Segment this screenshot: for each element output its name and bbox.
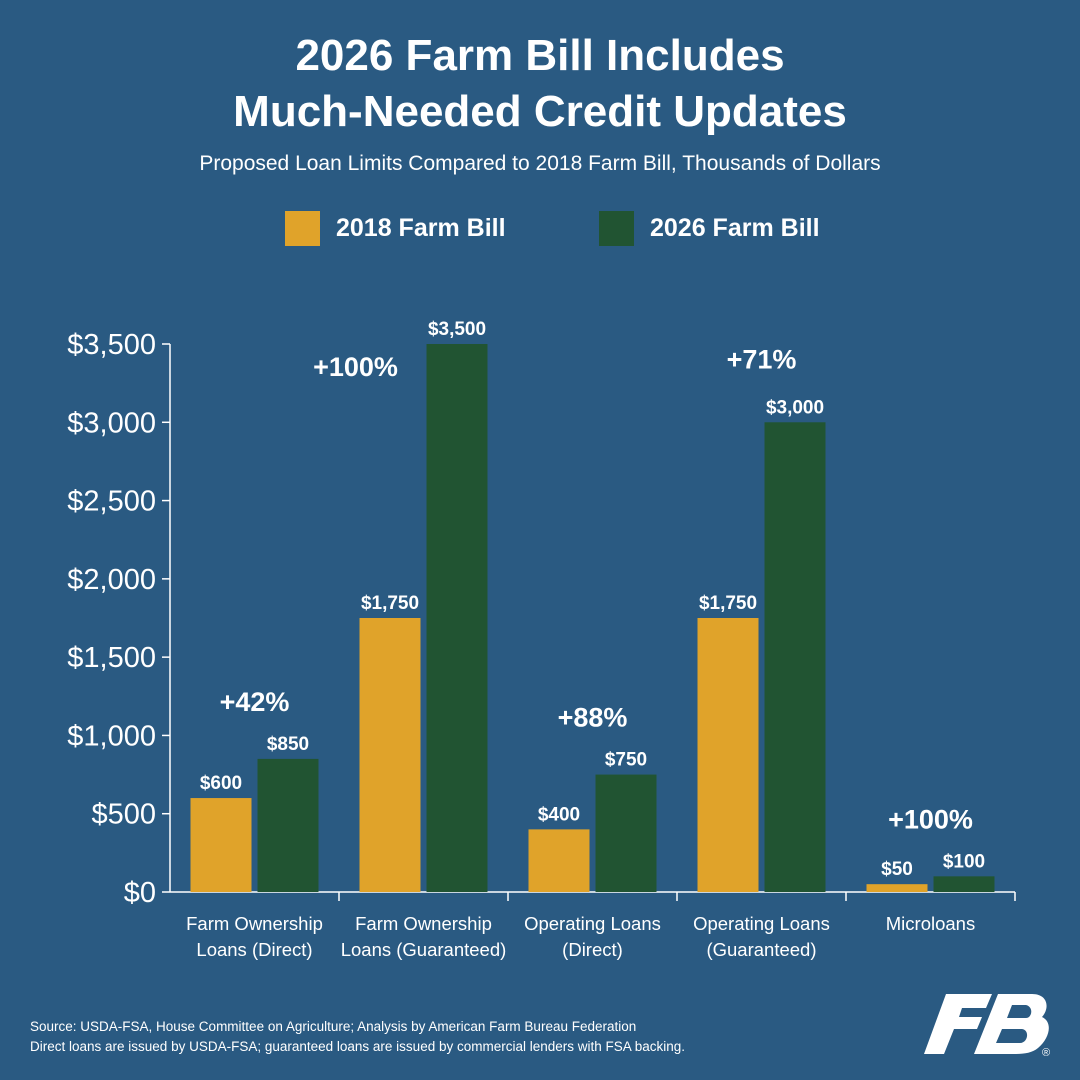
bar-2018 [866,884,928,892]
y-tick-label: $3,500 [67,329,156,361]
legend-label-2018: 2018 Farm Bill [336,213,506,242]
y-tick-label: $500 [91,799,156,831]
bar-value-label: $600 [200,773,242,794]
registered-mark: ® [1042,1047,1050,1059]
y-tick-label: $1,000 [67,720,156,752]
legend-label-2026: 2026 Farm Bill [650,213,820,242]
y-tick-label: $0 [124,877,156,909]
bar-2018 [359,618,421,892]
x-category-label: (Direct) [562,939,623,960]
bar-2026 [933,876,995,892]
bar-value-label: $50 [881,859,913,880]
percent-change-label: +71% [727,344,797,374]
legend-item-2018: 2018 Farm Bill [285,208,506,248]
x-category-label: Operating Loans [524,913,661,934]
bar-2018 [528,829,590,892]
bar-value-label: $3,000 [766,397,824,418]
legend-swatch-2026 [599,210,634,246]
percent-change-label: +100% [313,352,398,382]
percent-change-label: +42% [220,687,290,717]
bar-value-label: $1,750 [699,593,757,614]
fb-logo-icon: ® [922,990,1062,1065]
legend-item-2026: 2026 Farm Bill [599,208,820,248]
source-note: Source: USDA-FSA, House Committee on Agr… [30,1017,685,1057]
y-tick-label: $1,500 [67,642,156,674]
x-category-label: Farm Ownership [186,913,323,934]
x-category-label: Microloans [886,913,975,934]
percent-change-label: +100% [888,804,973,834]
chart-title: 2026 Farm Bill Includes Much-Needed Cred… [0,28,1080,140]
x-category-label: Farm Ownership [355,913,492,934]
bar-value-label: $750 [605,750,647,771]
x-category-label: Loans (Guaranteed) [341,939,507,960]
source-line: Source: USDA-FSA, House Committee on Agr… [30,1019,637,1034]
title-line-1: 2026 Farm Bill Includes [295,31,785,80]
percent-change-label: +88% [558,703,628,733]
bar-value-label: $400 [538,804,580,825]
legend-swatch-2018 [285,210,320,246]
bar-2026 [595,774,657,892]
bar-2018 [697,618,759,892]
lending-note-line: Direct loans are issued by USDA-FSA; gua… [30,1039,686,1054]
bar-value-label: $100 [943,851,985,872]
x-category-label: Operating Loans [693,913,830,934]
y-tick-label: $3,000 [67,407,156,439]
title-line-2: Much-Needed Credit Updates [233,87,847,136]
bar-value-label: $3,500 [428,319,486,340]
bar-2018 [190,798,252,892]
bar-value-label: $1,750 [361,593,419,614]
y-tick-label: $2,500 [67,486,156,518]
bar-2026 [257,758,319,892]
x-category-label: (Guaranteed) [706,939,816,960]
x-category-label: Loans (Direct) [196,939,312,960]
bar-value-label: $850 [267,734,309,755]
chart-subtitle: Proposed Loan Limits Compared to 2018 Fa… [199,152,881,175]
bar-2026 [426,344,488,892]
y-tick-label: $2,000 [67,564,156,596]
bar-2026 [764,422,826,892]
